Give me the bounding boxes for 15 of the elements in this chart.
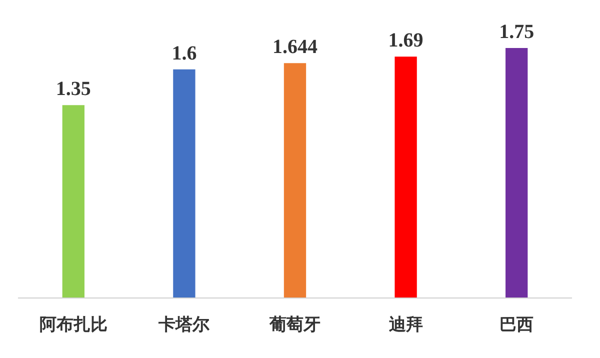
- data-label: 1.6: [172, 42, 197, 64]
- data-label: 1.69: [388, 30, 424, 52]
- bar: [506, 48, 528, 298]
- bar: [173, 69, 196, 298]
- x-tick-label: 卡塔尔: [158, 315, 211, 336]
- bar: [394, 56, 417, 298]
- data-label: 1.75: [499, 21, 534, 43]
- x-tick-label: 迪拜: [388, 315, 423, 336]
- bar: [62, 105, 84, 298]
- data-label: 1.644: [272, 36, 318, 58]
- x-tick-label: 巴西: [500, 315, 534, 336]
- x-tick-label: 葡萄牙: [268, 315, 320, 336]
- bar: [284, 63, 306, 298]
- x-tick-label: 阿布扎比: [39, 315, 108, 336]
- data-label: 1.35: [56, 78, 91, 100]
